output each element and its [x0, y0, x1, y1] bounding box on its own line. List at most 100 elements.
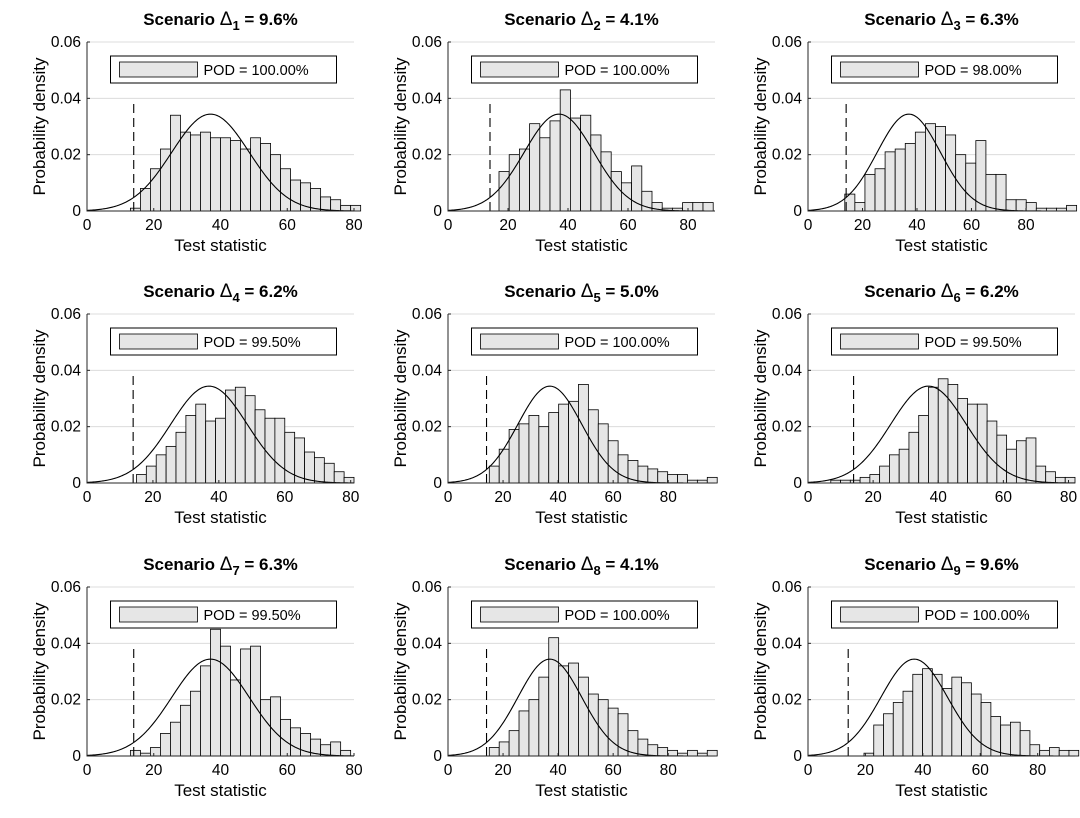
histogram-bar	[970, 693, 982, 757]
legend: POD = 100.00%	[831, 600, 1058, 629]
x-tick-label: 20	[494, 489, 512, 506]
histogram-bar	[955, 154, 967, 212]
histogram-bar	[518, 710, 530, 757]
y-tick-label: 0.02	[412, 147, 442, 164]
y-tick-label: 0.02	[412, 419, 442, 436]
histogram-bar	[190, 690, 201, 757]
histogram-bar	[941, 688, 953, 757]
histogram-bar	[538, 426, 550, 484]
histogram-bar	[692, 202, 704, 212]
histogram-bar	[1035, 465, 1047, 484]
histogram-bar	[1025, 202, 1037, 212]
legend-swatch	[840, 61, 919, 78]
x-tick-label: 40	[549, 762, 567, 779]
histogram-bar	[568, 400, 579, 484]
histogram-bar	[304, 451, 315, 484]
y-tick-label: 0	[793, 748, 802, 765]
y-tick-label: 0.02	[772, 692, 802, 709]
legend: POD = 100.00%	[471, 55, 698, 84]
legend-swatch	[480, 606, 559, 623]
histogram-bar	[548, 637, 560, 757]
y-axis-label: Probability density	[391, 57, 410, 195]
histogram-bar	[889, 454, 900, 484]
histogram-bar	[210, 137, 221, 212]
legend-swatch	[119, 61, 198, 78]
histogram-bar	[333, 471, 345, 484]
x-tick-label: 20	[145, 762, 163, 779]
x-tick-label: 40	[549, 489, 567, 506]
y-tick-label: 0.04	[772, 635, 803, 652]
histogram-bar	[1049, 747, 1060, 757]
x-tick-label: 60	[276, 489, 294, 506]
y-tick-label: 0.04	[412, 362, 443, 379]
histogram-bar	[1005, 199, 1017, 212]
subplot-title: Scenario Δ5 = 5.0%	[504, 281, 659, 305]
x-tick-label: 60	[605, 489, 623, 506]
subplot-4: 0 0.02 0.04 0.06 0 20 40 60 80 Test statistic Prob…	[30, 281, 360, 527]
y-tick-label: 0.06	[412, 34, 442, 51]
legend-label: POD = 100.00%	[925, 608, 1030, 624]
histogram-bar	[1029, 744, 1041, 757]
legend: POD = 98.00%	[831, 55, 1058, 84]
x-tick-label: 20	[499, 217, 517, 234]
subplot-7: 0 0.02 0.04 0.06 0 20 40 60 80 Test statistic Prob…	[30, 554, 363, 800]
histogram-bar	[667, 474, 678, 484]
y-axis-label: Probability density	[391, 602, 410, 740]
x-tick-label: 60	[972, 762, 990, 779]
histogram-bar	[657, 747, 669, 757]
x-tick-label: 80	[679, 217, 697, 234]
normal-fit-curve	[86, 113, 355, 212]
histogram-bar	[873, 724, 884, 757]
x-tick-label: 80	[342, 489, 360, 506]
x-tick-label: 40	[210, 489, 228, 506]
y-axis-label: Probability density	[30, 57, 49, 195]
x-axis-label: Test statistic	[535, 236, 628, 255]
y-tick-label: 0.02	[51, 147, 81, 164]
histogram-bar	[136, 474, 147, 484]
histogram-bar	[129, 749, 141, 757]
histogram-bar	[160, 733, 171, 757]
x-tick-label: 80	[1060, 489, 1078, 506]
x-tick-label: 0	[804, 762, 813, 779]
x-tick-label: 80	[345, 762, 363, 779]
x-tick-label: 0	[83, 762, 92, 779]
x-tick-label: 0	[83, 217, 92, 234]
y-tick-label: 0	[72, 203, 81, 220]
y-tick-label: 0.06	[772, 306, 802, 323]
histogram-bar	[330, 199, 342, 212]
histogram-bar	[864, 173, 876, 212]
histogram-bar	[945, 134, 957, 212]
x-axis-label: Test statistic	[895, 236, 988, 255]
histogram-bar	[180, 131, 191, 212]
histogram-bar	[548, 412, 560, 484]
y-tick-label: 0.06	[772, 34, 802, 51]
histogram-bar	[190, 134, 201, 212]
y-tick-label: 0.02	[51, 419, 81, 436]
histogram-bar	[539, 137, 551, 212]
legend-label: POD = 99.50%	[204, 608, 301, 624]
histogram-bar	[706, 476, 718, 484]
subplot-title: Scenario Δ8 = 4.1%	[504, 554, 659, 578]
histogram-bar	[931, 673, 943, 757]
histogram-bar	[1015, 199, 1027, 212]
legend-label: POD = 100.00%	[204, 63, 309, 79]
y-tick-label: 0.06	[51, 34, 81, 51]
histogram-bar	[205, 420, 216, 484]
histogram-bar	[549, 120, 561, 212]
histogram-bar	[1068, 749, 1080, 757]
x-tick-label: 20	[144, 489, 162, 506]
x-tick-label: 40	[908, 217, 926, 234]
x-tick-label: 0	[83, 489, 92, 506]
histogram-bar	[1025, 437, 1037, 484]
y-tick-label: 0	[433, 203, 442, 220]
y-tick-label: 0.02	[51, 692, 81, 709]
x-tick-label: 60	[963, 217, 981, 234]
y-axis-label: Probability density	[30, 602, 49, 740]
histogram-bar	[220, 645, 231, 757]
histogram-bar	[647, 468, 659, 484]
histogram-bar	[323, 462, 335, 484]
histogram-bar	[240, 648, 251, 757]
normal-fit-curve	[447, 113, 715, 212]
legend-swatch	[480, 61, 559, 78]
y-tick-label: 0.02	[772, 419, 802, 436]
